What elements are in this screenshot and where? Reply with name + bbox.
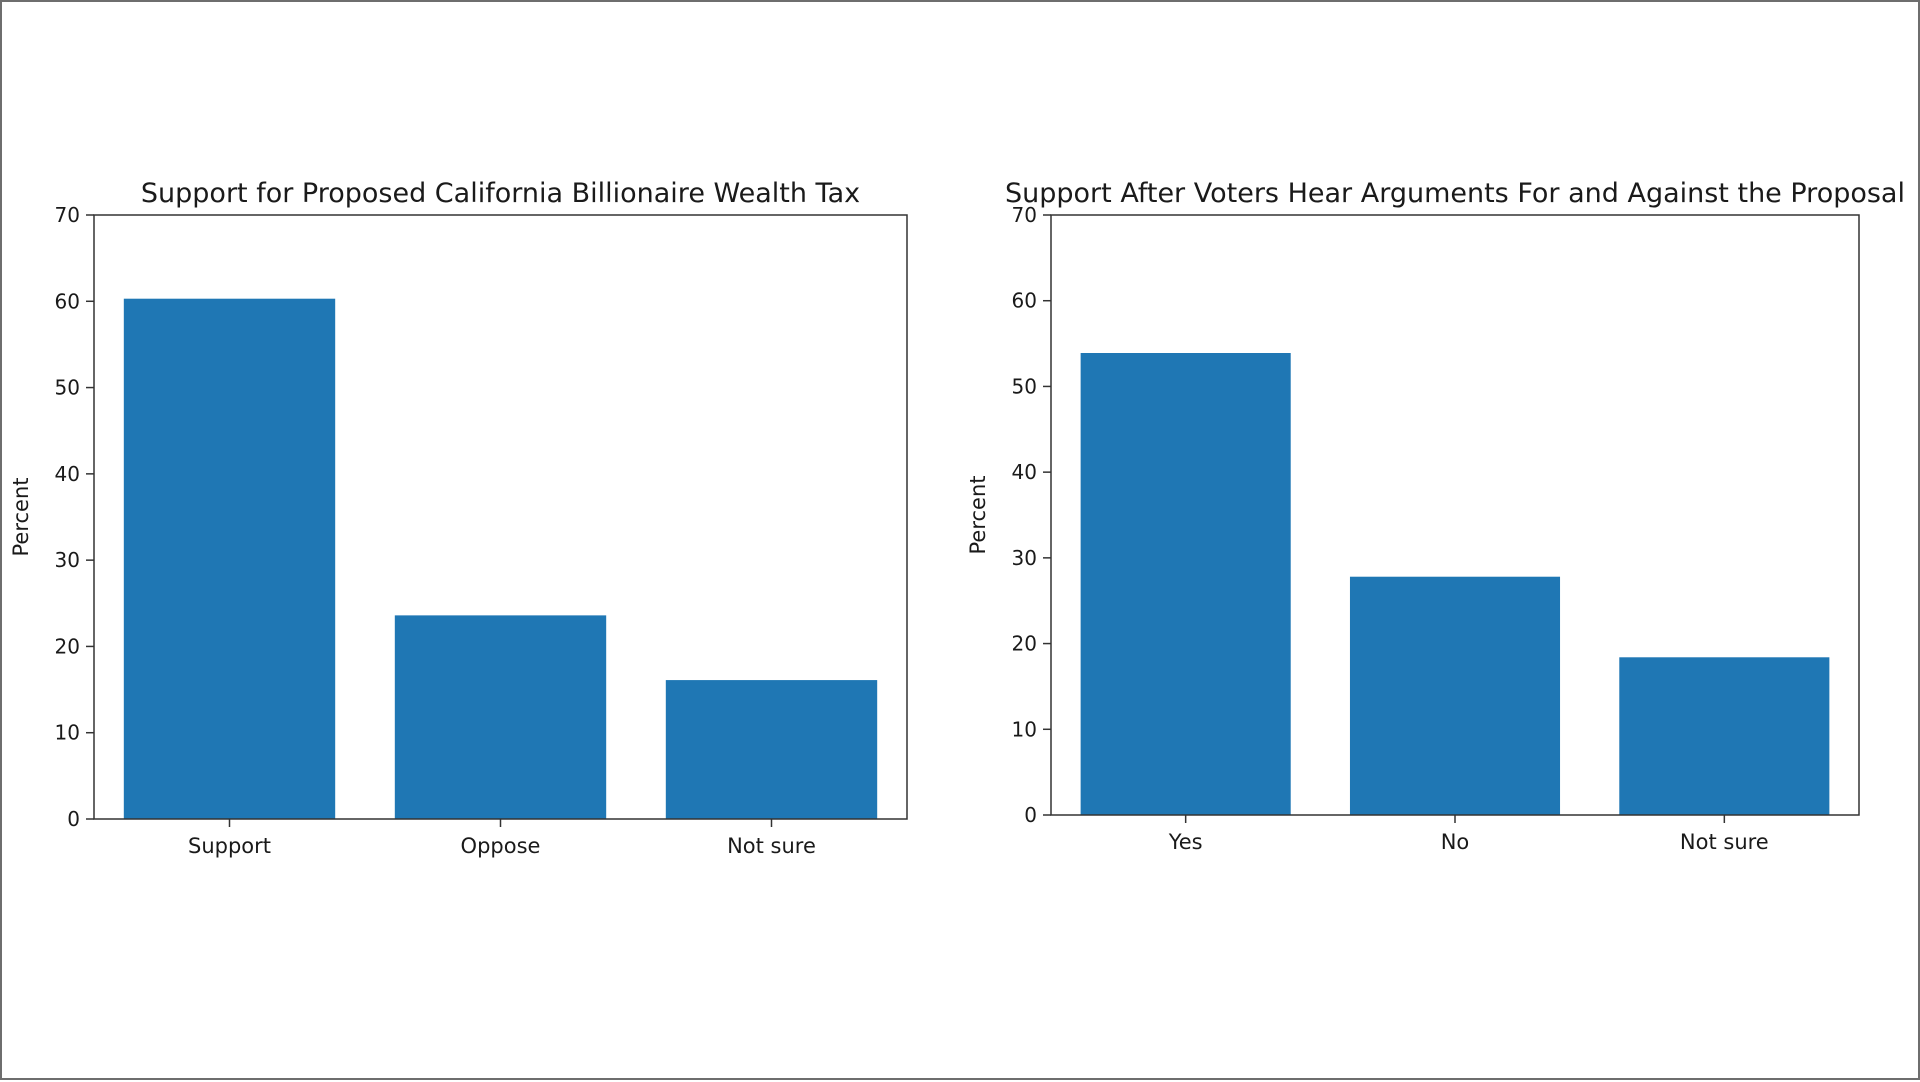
y-tick-label: 30 — [1012, 546, 1037, 570]
y-tick-label: 40 — [1012, 460, 1037, 484]
y-tick-label: 50 — [1012, 374, 1037, 398]
chart-title: Support for Proposed California Billiona… — [141, 178, 860, 209]
y-tick-label: 0 — [1024, 803, 1037, 827]
y-tick-label: 0 — [67, 807, 80, 831]
chart-1: 0 10 20 30 40 50 60 70 Support Oppose Not sure Supp… — [9, 178, 908, 858]
y-tick-label: 60 — [1012, 289, 1037, 313]
y-tick-label: 30 — [55, 548, 80, 572]
x-tick-label: Not sure — [727, 834, 816, 858]
bar-support — [123, 298, 336, 819]
y-tick-label: 10 — [1012, 717, 1037, 741]
bar-not-sure — [665, 680, 878, 819]
y-tick-label: 40 — [55, 462, 80, 486]
chart-2: 0 10 20 30 40 50 60 70 Yes No Not sure Support Afte… — [966, 178, 1905, 854]
x-tick-label: Support — [188, 834, 271, 858]
x-tick-label: Oppose — [461, 834, 541, 858]
y-tick-label: 60 — [55, 289, 80, 313]
y-tick-label: 20 — [55, 634, 80, 658]
bar-not-sure — [1619, 657, 1830, 815]
y-axis-label: Percent — [966, 475, 990, 554]
y-tick-label: 50 — [55, 376, 80, 400]
y-tick-label: 70 — [55, 203, 80, 227]
y-tick-label: 10 — [55, 721, 80, 745]
bar-oppose — [394, 615, 607, 819]
bar-no — [1349, 576, 1561, 815]
y-tick-label: 70 — [1012, 203, 1037, 227]
y-axis-label: Percent — [9, 477, 33, 556]
x-tick-label: No — [1441, 830, 1470, 854]
chart-title: Support After Voters Hear Arguments For … — [1005, 178, 1905, 209]
x-tick-label: Yes — [1168, 830, 1203, 854]
bar-yes — [1080, 353, 1291, 815]
x-tick-label: Not sure — [1680, 830, 1769, 854]
y-tick-label: 20 — [1012, 632, 1037, 656]
